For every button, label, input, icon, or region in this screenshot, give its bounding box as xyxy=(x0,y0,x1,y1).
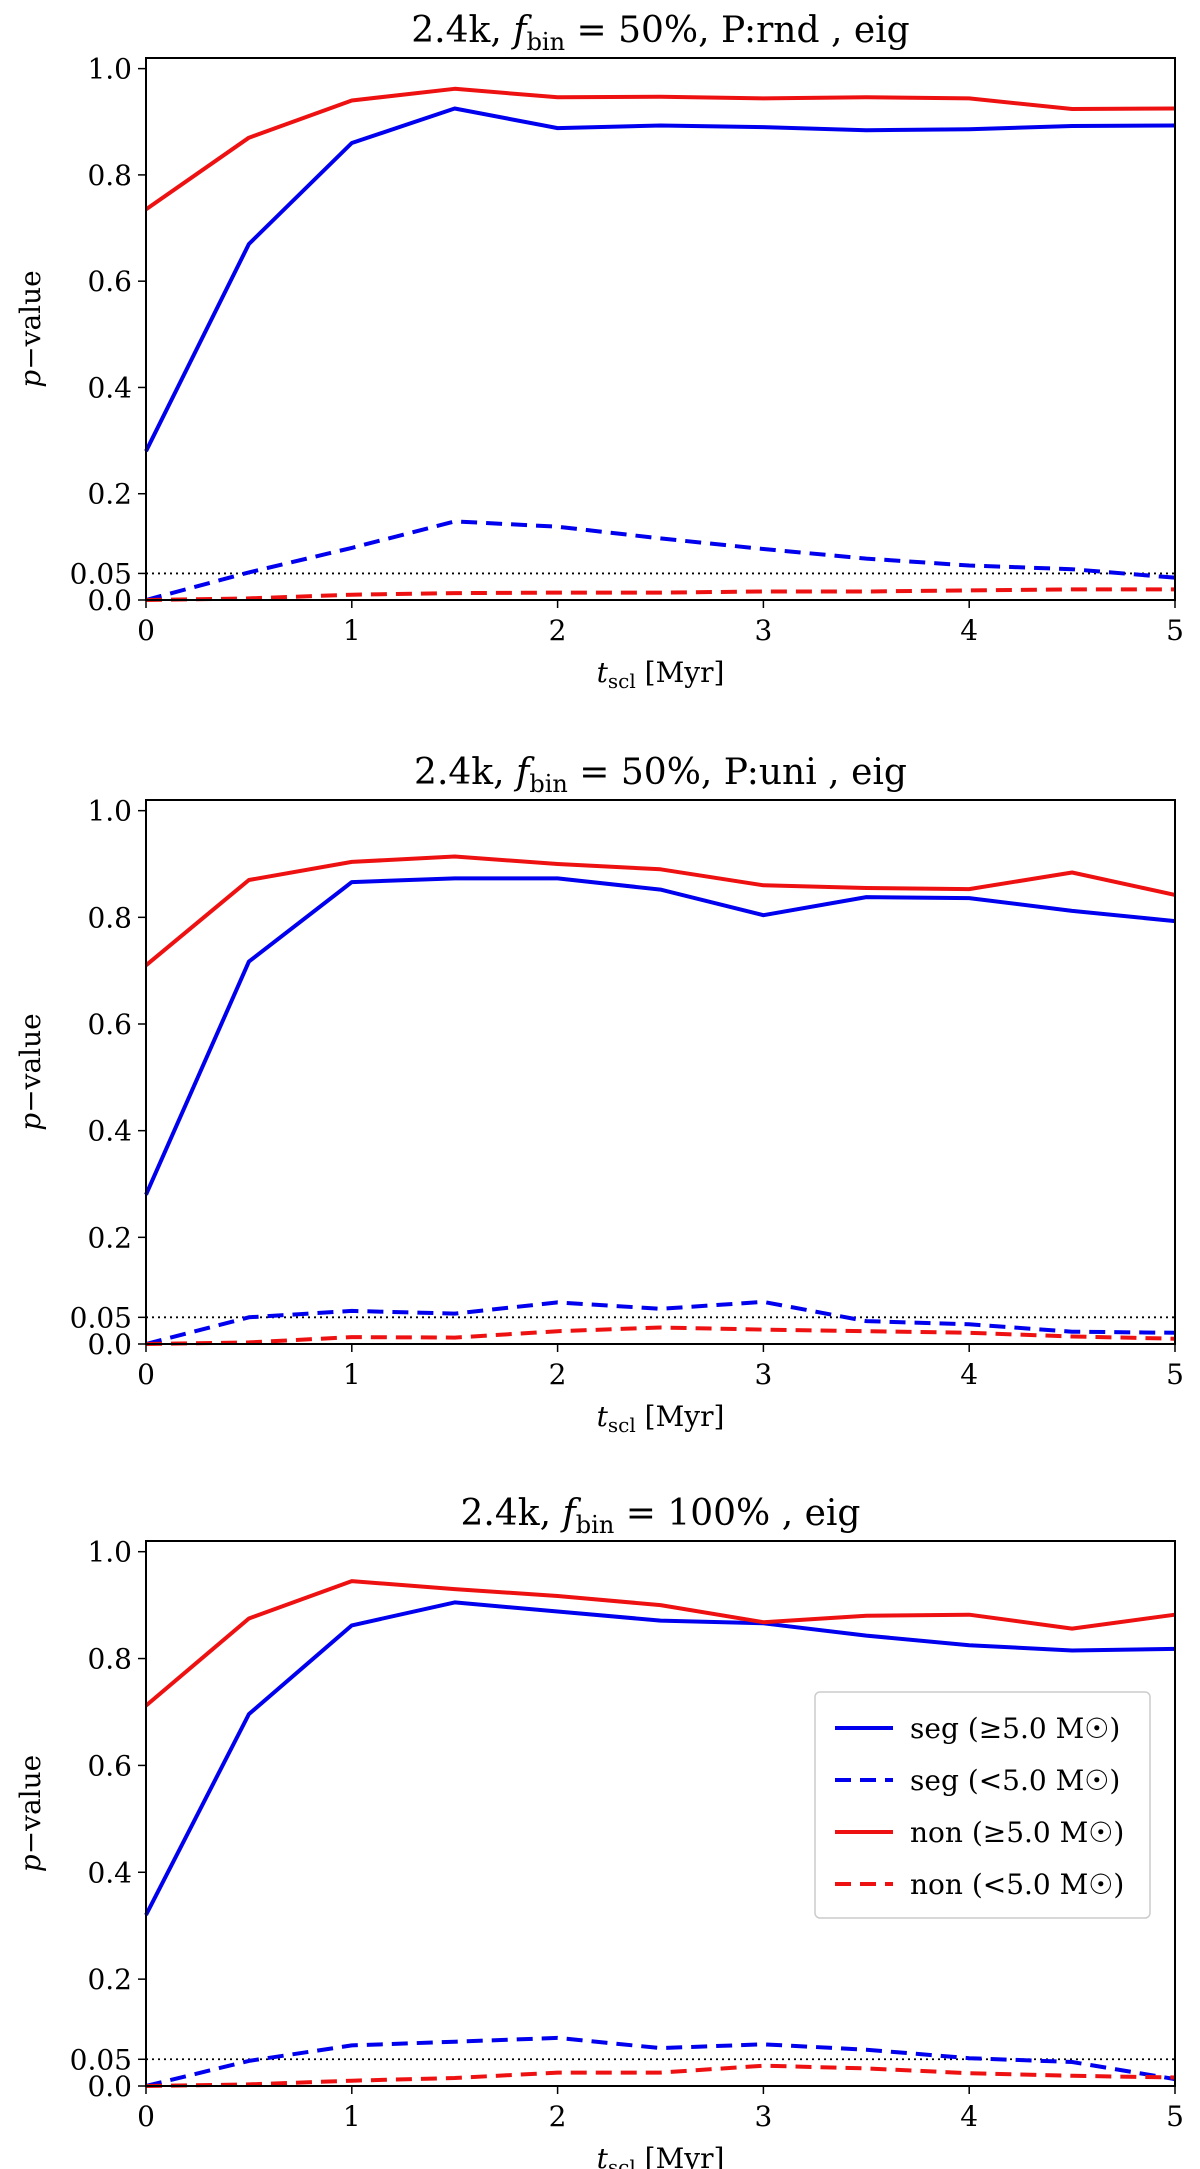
x-tick-label: 1 xyxy=(343,1358,361,1391)
x-tick-label: 5 xyxy=(1166,1358,1184,1391)
x-tick-label: 0 xyxy=(137,614,155,647)
plot-frame xyxy=(145,57,1176,601)
legend-label: non (<5.0 M☉) xyxy=(910,1868,1124,1901)
y-axis-title: p−value xyxy=(14,270,47,387)
chart-title: 2.4k, fbin = 100% , eig xyxy=(461,1493,861,1539)
y-tick-label: 1.0 xyxy=(87,1536,132,1569)
x-tick-label: 2 xyxy=(549,614,567,647)
y-tick-label: 0.05 xyxy=(70,2043,132,2076)
y-tick-label: 0.2 xyxy=(87,478,132,511)
y-tick-label: 1.0 xyxy=(87,795,132,828)
y-tick-label: 0.05 xyxy=(70,557,132,590)
series-line xyxy=(145,1299,1176,1346)
x-tick-label: 2 xyxy=(549,1358,567,1391)
series-line xyxy=(145,2063,1176,2088)
legend-label: seg (≥5.0 M☉) xyxy=(910,1712,1120,1745)
x-tick-label: 4 xyxy=(960,2100,978,2133)
y-tick-label: 0.05 xyxy=(70,1301,132,1334)
x-axis-title: tscl [Myr] xyxy=(597,656,725,693)
y-tick-label: 0.6 xyxy=(87,265,132,298)
legend: seg (≥5.0 M☉) seg (<5.0 M☉) non (≥5.0 M☉) n… xyxy=(814,1691,1151,1919)
y-tick-label: 1.0 xyxy=(87,53,132,86)
y-tick-label: 0.4 xyxy=(87,1115,132,1148)
series-line xyxy=(145,519,1176,602)
x-axis-title: tscl [Myr] xyxy=(597,2142,725,2169)
series-line xyxy=(144,1600,1176,1916)
x-axis-title: tscl [Myr] xyxy=(597,1400,725,1437)
x-tick-label: 3 xyxy=(754,614,772,647)
x-tick-label: 0 xyxy=(137,1358,155,1391)
x-tick-label: 3 xyxy=(754,1358,772,1391)
series-line xyxy=(144,1579,1176,1708)
legend-label: seg (<5.0 M☉) xyxy=(910,1764,1120,1797)
x-tick-label: 1 xyxy=(343,614,361,647)
y-tick-label: 0.6 xyxy=(87,1008,132,1041)
y-tick-label: 0.8 xyxy=(87,159,132,192)
y-axis-title: p−value xyxy=(14,1755,47,1872)
x-tick-label: 5 xyxy=(1166,614,1184,647)
x-tick-label: 4 xyxy=(960,614,978,647)
x-tick-label: 5 xyxy=(1166,2100,1184,2133)
plot-frame xyxy=(145,799,1176,1345)
x-tick-label: 2 xyxy=(549,2100,567,2133)
y-tick-label: 0.4 xyxy=(87,1856,132,1889)
y-tick-label: 0.4 xyxy=(87,371,132,404)
plot-frame xyxy=(145,1540,1176,2087)
legend-label: non (≥5.0 M☉) xyxy=(910,1816,1124,1849)
x-tick-label: 4 xyxy=(960,1358,978,1391)
chart-panel-3: 2.4k, fbin = 100% , eig 0 1 2 3 4 5 0.00.05 0.2 0… xyxy=(14,1493,1184,2169)
x-tick-label: 1 xyxy=(343,2100,361,2133)
y-tick-label: 0.8 xyxy=(87,1643,132,1676)
y-axis-title: p−value xyxy=(14,1013,47,1130)
y-tick-label: 0.0 xyxy=(87,2070,132,2103)
y-tick-label: 0.6 xyxy=(87,1749,132,1782)
series-line xyxy=(144,876,1176,1196)
y-tick-label: 0.2 xyxy=(87,1221,132,1254)
y-tick-label: 0.0 xyxy=(87,1328,132,1361)
legend-box xyxy=(814,1691,1151,1919)
y-tick-label: 0.8 xyxy=(87,901,132,934)
y-tick-label: 0.0 xyxy=(87,584,132,617)
series-line xyxy=(145,1325,1176,1346)
chart-title: 2.4k, fbin = 50%, P:rnd , eig xyxy=(411,10,909,56)
series-line xyxy=(145,587,1175,602)
x-tick-label: 3 xyxy=(754,2100,772,2133)
series-line xyxy=(144,86,1176,212)
x-tick-label: 0 xyxy=(137,2100,155,2133)
series-line xyxy=(144,854,1176,967)
y-tick-label: 0.2 xyxy=(87,1963,132,1996)
chart-title: 2.4k, fbin = 50%, P:uni , eig xyxy=(414,752,907,798)
series-line xyxy=(145,2035,1176,2088)
series-line xyxy=(144,106,1176,453)
